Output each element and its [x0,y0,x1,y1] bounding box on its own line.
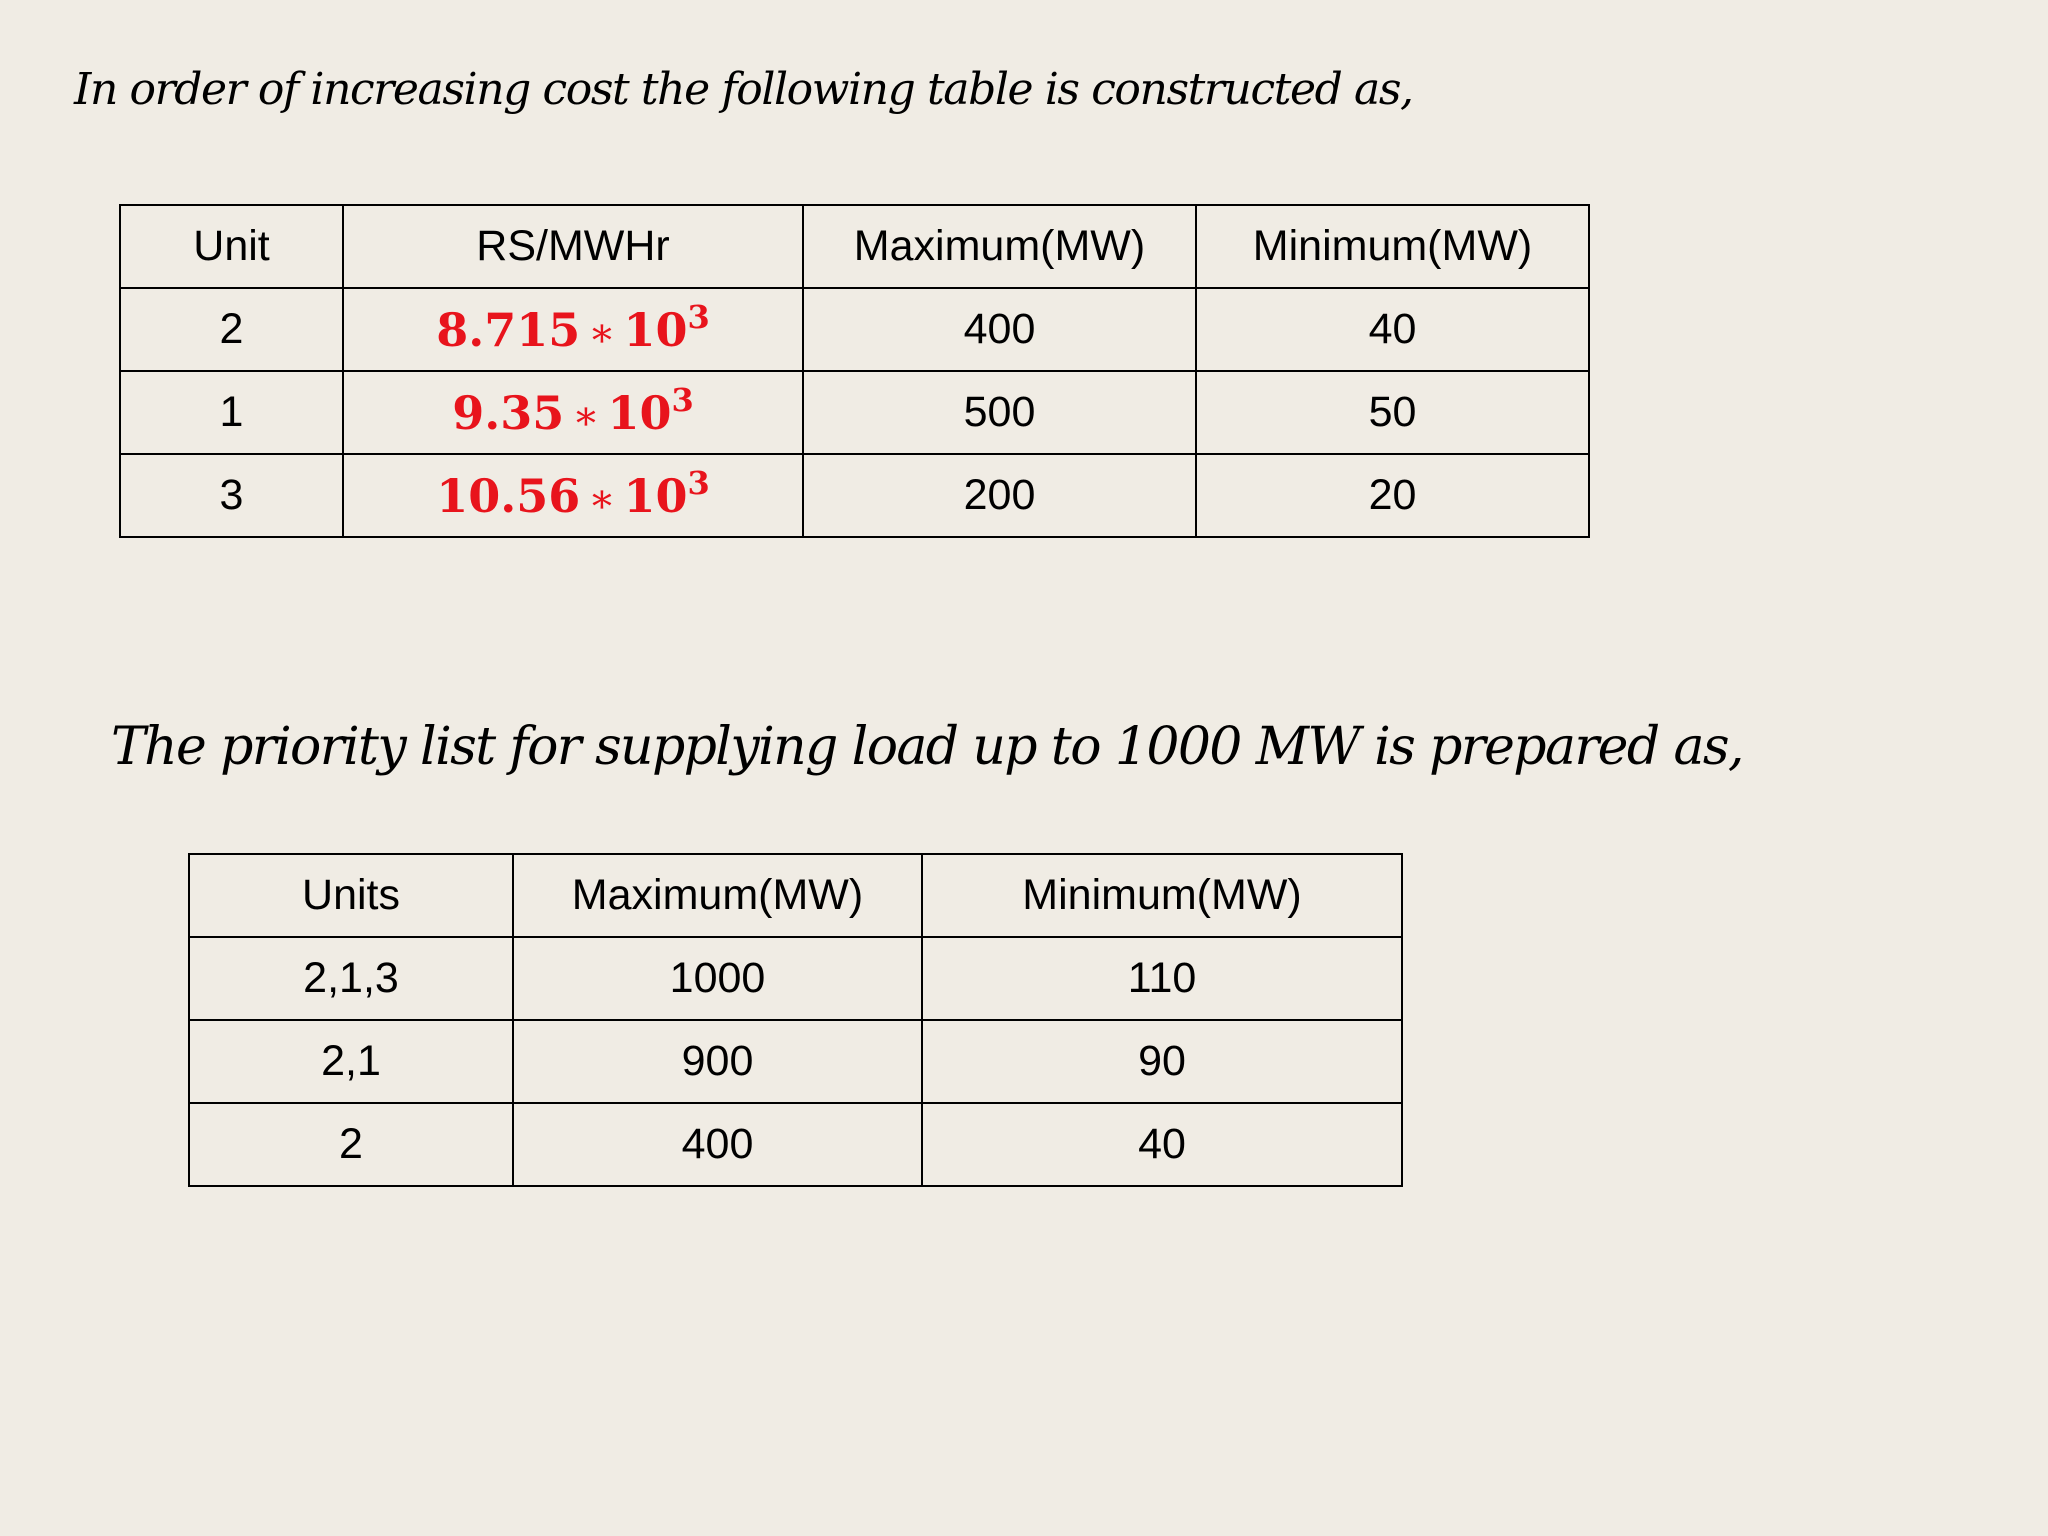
column-header-units: Units [188,853,514,938]
column-header-cost: RS/MWHr [342,204,804,289]
table-row: 3 10.56 ∗ 103 200 20 [119,453,1590,538]
priority-list-heading: The priority list for supplying load up … [111,717,1744,777]
units-cell: 2 [188,1102,514,1187]
cost-operator: ∗ [588,309,616,356]
maximum-cell: 900 [512,1019,923,1104]
column-header-minimum: Minimum(MW) [1195,204,1590,289]
minimum-cell: 110 [921,936,1403,1021]
cost-cell: 10.56 ∗ 103 [342,453,804,538]
cost-value: 9.35 ∗ 103 [452,384,694,440]
table-row: 1 9.35 ∗ 103 500 50 [119,370,1590,455]
cost-table-heading: In order of increasing cost the followin… [74,64,1414,115]
minimum-cell: 20 [1195,453,1590,538]
maximum-cell: 400 [802,287,1197,372]
cost-operator: ∗ [588,475,616,522]
column-header-maximum: Maximum(MW) [802,204,1197,289]
minimum-cell: 40 [1195,287,1590,372]
table-row: 2 400 40 [188,1102,1403,1187]
column-header-maximum: Maximum(MW) [512,853,923,938]
maximum-cell: 1000 [512,936,923,1021]
maximum-cell: 200 [802,453,1197,538]
unit-cell: 3 [119,453,344,538]
priority-table: Units Maximum(MW) Minimum(MW) 2,1,3 1000… [188,853,1403,1187]
table-header-row: Unit RS/MWHr Maximum(MW) Minimum(MW) [119,204,1590,289]
unit-cell: 2 [119,287,344,372]
unit-cell: 1 [119,370,344,455]
table-header-row: Units Maximum(MW) Minimum(MW) [188,853,1403,938]
column-header-minimum: Minimum(MW) [921,853,1403,938]
cost-value: 10.56 ∗ 103 [436,467,710,523]
cost-exponent: 3 [687,297,710,336]
minimum-cell: 90 [921,1019,1403,1104]
cost-value: 8.715 ∗ 103 [436,301,710,357]
minimum-cell: 40 [921,1102,1403,1187]
cost-exponent: 3 [671,380,694,419]
cost-base: 10 [607,385,672,440]
maximum-cell: 500 [802,370,1197,455]
cost-exponent: 3 [687,463,710,502]
cost-table: Unit RS/MWHr Maximum(MW) Minimum(MW) 2 8… [119,204,1590,538]
table-row: 2,1,3 1000 110 [188,936,1403,1021]
cost-base: 10 [623,468,688,523]
column-header-unit: Unit [119,204,344,289]
minimum-cell: 50 [1195,370,1590,455]
table-row: 2,1 900 90 [188,1019,1403,1104]
cost-mantissa: 8.715 [436,302,581,357]
maximum-cell: 400 [512,1102,923,1187]
units-cell: 2,1,3 [188,936,514,1021]
table-row: 2 8.715 ∗ 103 400 40 [119,287,1590,372]
cost-operator: ∗ [572,392,600,439]
cost-mantissa: 10.56 [436,468,581,523]
cost-base: 10 [623,302,688,357]
units-cell: 2,1 [188,1019,514,1104]
cost-cell: 8.715 ∗ 103 [342,287,804,372]
cost-mantissa: 9.35 [452,385,565,440]
cost-cell: 9.35 ∗ 103 [342,370,804,455]
